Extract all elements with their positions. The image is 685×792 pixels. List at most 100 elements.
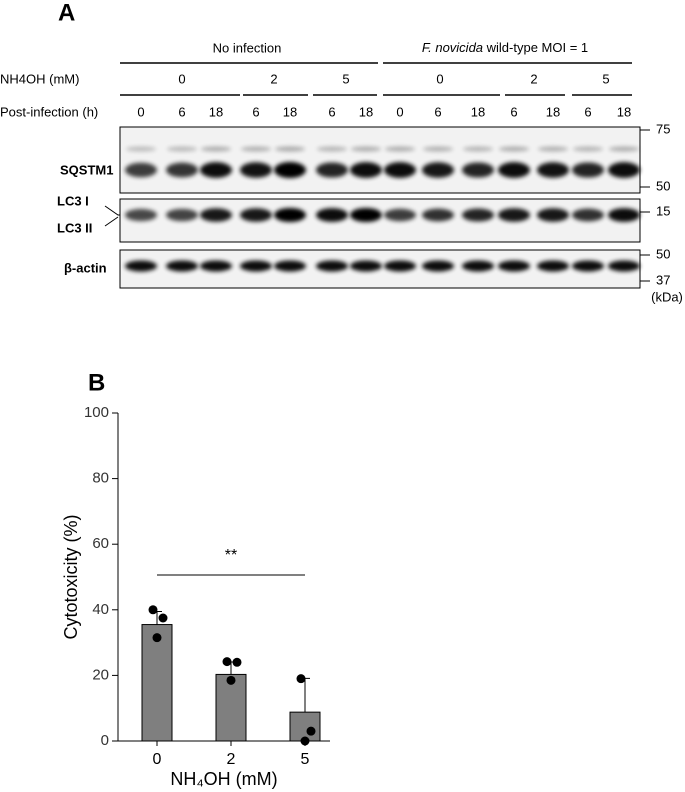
time-label: 6 [178,104,185,119]
y-tick-label: 100 [84,404,109,421]
time-label: 18 [359,104,373,119]
dose-label: 2 [270,71,277,86]
row-title: Post-infection (h) [0,104,98,119]
time-label: 6 [434,104,441,119]
dose-label: 0 [436,71,443,86]
band [498,260,530,272]
marker-label: 50 [656,178,670,193]
band [167,146,197,152]
band [200,162,232,178]
x-tick-label: 2 [227,751,236,768]
bar [141,624,173,742]
band [498,162,530,178]
band [384,162,416,178]
band [240,208,272,222]
marker-label: 50 [656,246,670,261]
data-point [152,633,162,643]
y-tick-label: 40 [92,601,109,618]
band [422,162,454,178]
band [608,260,640,272]
band [499,146,529,152]
blot-label: β-actin [64,260,107,275]
x-tick-label: 5 [301,751,310,768]
band [351,146,381,152]
band [241,146,271,152]
band [350,162,382,178]
band [462,208,494,222]
group-label: F. novicida wild-type MOI = 1 [422,40,588,55]
dose-label: 5 [342,71,349,86]
dose-label: 0 [178,71,185,86]
band [384,208,416,222]
band [166,260,198,272]
band [200,208,232,222]
band [125,260,157,272]
time-label: 6 [252,104,259,119]
y-tick-label: 20 [92,666,109,683]
band [608,162,640,178]
band [317,146,347,152]
blot-sqstm1 [119,126,641,194]
time-label: 0 [137,104,144,119]
band [316,208,348,222]
y-tick-label: 60 [92,535,109,552]
y-axis-label: Cytotoxicity (%) [61,514,81,639]
band [274,162,306,178]
band [573,146,603,152]
data-point [300,736,310,746]
time-label: 6 [584,104,591,119]
significance: ** [225,547,237,564]
lc3-bracket [104,205,120,227]
band [423,146,453,152]
error-bar [300,677,310,713]
band [537,208,569,222]
time-label: 18 [617,104,631,119]
time-label: 18 [471,104,485,119]
band [462,260,494,272]
dose-label: 5 [602,71,609,86]
band [608,208,640,222]
band [201,146,231,152]
group-label-rest: wild-type MOI = 1 [483,40,588,55]
band [572,260,604,272]
band [274,260,306,272]
band [462,162,494,178]
panel-label: B [88,369,105,396]
band [200,260,232,272]
data-point [296,674,306,684]
y-tick-label: 80 [92,470,109,487]
bar [215,673,247,742]
band [385,146,415,152]
group-label: No infection [213,40,282,55]
data-point [148,605,158,615]
band [463,146,493,152]
band [537,260,569,272]
data-point [222,657,232,667]
band [240,260,272,272]
band [572,208,604,222]
band [350,208,382,222]
panel-b: B Cytotoxicity (%) NH₄OH (mM) 0204060801… [61,369,330,789]
row-title: NH4OH (mM) [0,71,79,86]
band [125,208,157,222]
panel-label: A [58,0,75,26]
time-label: 0 [396,104,403,119]
time-label: 6 [510,104,517,119]
data-point [226,675,236,685]
band [384,260,416,272]
blot-label: SQSTM1 [60,162,113,177]
data-point [158,613,168,623]
band [572,162,604,178]
blot-label: LC3 I [57,193,89,208]
marker-label: 37 [656,272,670,287]
band [275,146,305,152]
band [422,208,454,222]
band [125,162,157,178]
band [316,162,348,178]
time-label: 18 [283,104,297,119]
x-tick-label: 0 [153,751,162,768]
blot-label: LC3 II [57,220,92,235]
band [422,260,454,272]
time-label: 6 [328,104,335,119]
